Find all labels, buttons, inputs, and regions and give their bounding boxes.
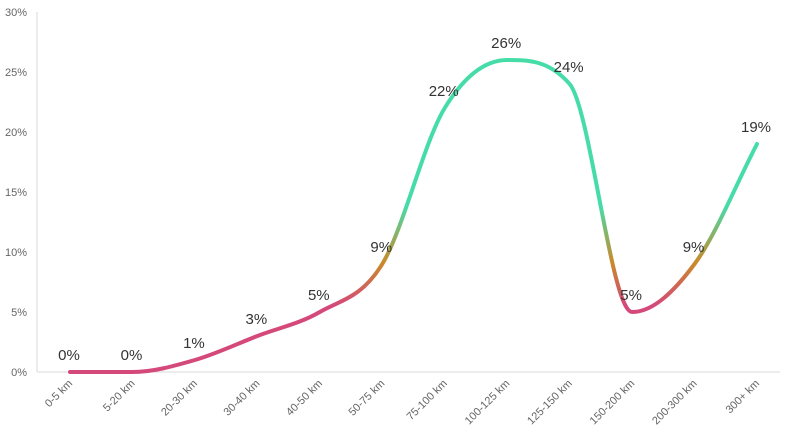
data-label: 9% [370,239,392,256]
y-tick-label: 30% [5,7,27,19]
data-label: 22% [429,83,459,100]
x-tick-label: 30-40 km [222,378,263,419]
x-tick-label: 20-30 km [159,378,200,419]
data-label: 0% [121,347,143,364]
x-tick-label: 150-200 km [588,378,638,428]
y-tick-label: 10% [5,247,27,259]
x-axis: 0-5 km 5-20 km 20-30 km 30-40 km 40-50 km 50-… [37,371,780,428]
x-tick-label: 300+ km [724,378,763,417]
x-tick-label: 50-75 km [346,378,387,419]
data-labels: 0% 0% 1% 3% 5% 9% 22% 26% 24% 5% 9% 19% [58,35,771,364]
x-tick-label: 125-150 km [525,378,575,428]
data-label: 5% [308,287,330,304]
series-line [68,58,759,374]
y-axis: 0% 5% 10% 15% 20% 25% 30% [5,7,38,379]
x-tick-label: 100-125 km [463,378,513,428]
data-label: 0% [58,347,80,364]
data-label: 19% [741,119,771,136]
x-tick-label: 75-100 km [405,378,450,423]
x-tick-label: 200-300 km [650,378,700,428]
data-label: 5% [620,287,642,304]
data-label: 3% [246,311,268,328]
data-label: 9% [683,239,705,256]
x-tick-label: 5-20 km [101,378,138,415]
x-tick-label: 40-50 km [284,378,325,419]
y-tick-label: 20% [5,127,27,139]
y-tick-label: 0% [11,367,27,379]
data-label: 1% [183,335,205,352]
y-tick-label: 5% [11,307,27,319]
y-tick-label: 15% [5,187,27,199]
data-label: 24% [554,59,584,76]
data-label: 26% [491,35,521,52]
y-tick-label: 25% [5,67,27,79]
x-tick-label: 0-5 km [43,378,75,410]
